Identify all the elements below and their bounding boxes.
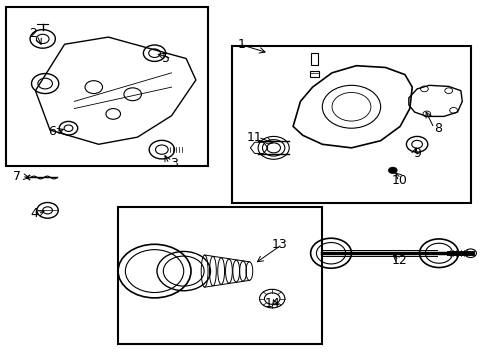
Text: 7: 7	[13, 170, 21, 183]
Text: 12: 12	[390, 254, 406, 267]
Text: 8: 8	[433, 122, 441, 135]
Text: 3: 3	[170, 157, 178, 170]
Text: 4: 4	[30, 207, 39, 220]
Text: 14: 14	[264, 297, 280, 310]
Bar	[310, 53, 317, 65]
Text: 2: 2	[29, 27, 37, 40]
Text: 6: 6	[48, 125, 56, 138]
Bar	[118, 207, 322, 344]
Bar	[232, 46, 469, 203]
Circle shape	[387, 167, 396, 174]
Bar	[6, 7, 207, 166]
Text: 5: 5	[162, 52, 169, 65]
Text: 11: 11	[246, 131, 262, 144]
Text: 10: 10	[390, 174, 406, 186]
Text: 1: 1	[238, 38, 245, 51]
Bar	[309, 71, 318, 77]
Text: 13: 13	[271, 238, 287, 251]
Text: 9: 9	[412, 147, 420, 160]
